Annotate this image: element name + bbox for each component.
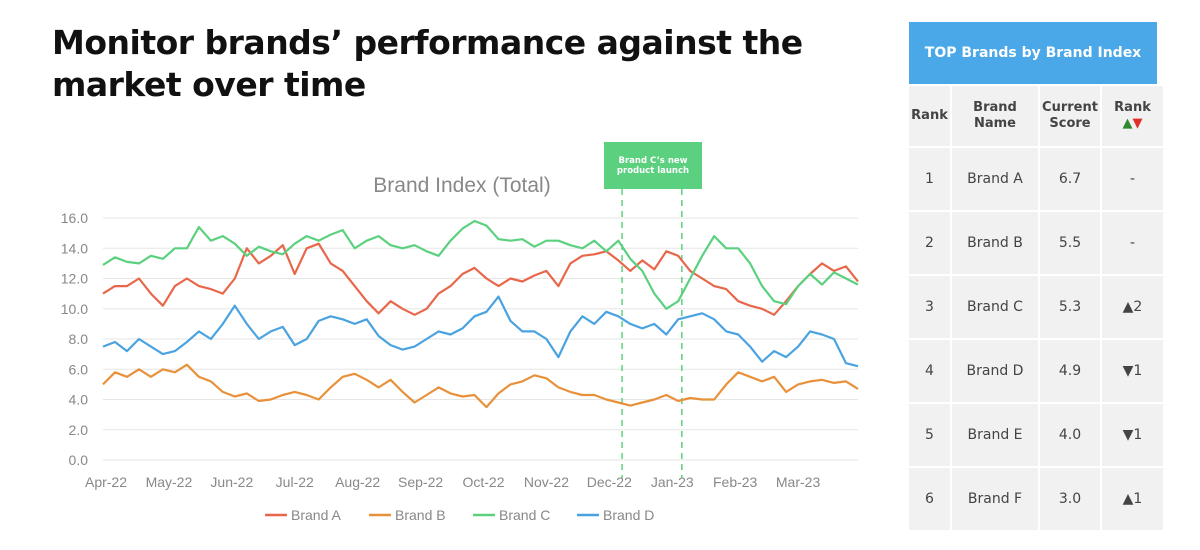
x-tick-label: Dec-22 [587,474,632,490]
header-current-score: Current Score [1040,86,1100,146]
brand-name-cell: Brand B [952,212,1038,274]
brand-name-cell: Brand D [952,340,1038,402]
x-tick-label: Mar-23 [776,474,821,490]
x-tick-label: Nov-22 [524,474,569,490]
rank-change-cell: - [1102,212,1163,274]
y-tick-label: 4.0 [69,392,89,408]
table-header: Rank Brand Name Current Score Rank ▲▼ [909,86,1163,146]
table-row: 1 Brand A 6.7- [909,148,1163,210]
rank-cell: 5 [909,404,950,466]
rank-change-cell: ▼1 [1102,340,1163,402]
table-row: 4 Brand D 4.9 ▼1 [909,340,1163,402]
up-down-arrows-icon: ▲▼ [1122,116,1143,131]
y-tick-label: 12.0 [61,271,88,287]
rank-change-cell: ▲1 [1102,468,1163,530]
y-tick-label: 8.0 [69,331,89,347]
table-title: TOP Brands by Brand Index [909,22,1157,84]
header-rank: Rank [909,86,950,146]
score-cell: 5.5 [1040,212,1100,274]
legend-label: Brand C [499,507,550,523]
y-tick-label: 6.0 [69,361,89,377]
x-tick-label: Jan-23 [651,474,694,490]
score-cell: 4.9 [1040,340,1100,402]
header-brand-name: Brand Name [952,86,1038,146]
header-rank-change-label: Rank [1114,100,1151,115]
series-line-brand-d [102,295,859,368]
score-cell: 3.0 [1040,468,1100,530]
x-tick-label: Jul-22 [276,474,314,490]
brand-index-chart: Brand Index (Total) 0.0 2.0 4.0 6.0 8.0 10.0 1… [61,174,859,523]
x-tick-label: Sep-22 [398,474,443,490]
x-tick-label: Jun-22 [210,474,253,490]
x-tick-label: May-22 [146,474,193,490]
rank-cell: 3 [909,276,950,338]
table-row: 5 Brand E 4.0 ▼1 [909,404,1163,466]
table-row: 3 Brand C 5.3 ▲2 [909,276,1163,338]
annotation-label: Brand C’s new product launch [604,142,702,189]
series-line-brand-b [102,363,859,409]
table-row: 6 Brand F 3.0 ▲1 [909,468,1163,530]
brand-name-cell: Brand E [952,404,1038,466]
score-cell: 5.3 [1040,276,1100,338]
series-line-brand-a [102,242,859,316]
score-cell: 6.7 [1040,148,1100,210]
page-title: Monitor brands’ performance against the … [52,23,803,104]
table-row: 2 Brand B 5.5- [909,212,1163,274]
y-tick-label: 2.0 [69,422,89,438]
top-brands-table: TOP Brands by Brand Index Rank Brand Nam… [909,22,1163,530]
y-tick-label: 14.0 [61,240,88,256]
rank-change-cell: ▼1 [1102,404,1163,466]
y-tick-label: 0.0 [69,452,89,468]
x-tick-label: Feb-23 [713,474,758,490]
chart-title: Brand Index (Total) [373,174,550,197]
x-tick-label: Aug-22 [335,474,380,490]
series-line-brand-c [102,219,859,310]
x-tick-label: Apr-22 [85,474,127,490]
rank-change-cell: ▲2 [1102,276,1163,338]
brand-name-cell: Brand F [952,468,1038,530]
x-tick-label: Oct-22 [462,474,504,490]
brand-name-cell: Brand A [952,148,1038,210]
legend-label: Brand B [395,507,446,523]
y-tick-label: 16.0 [61,210,88,226]
rank-cell: 1 [909,148,950,210]
legend-label: Brand A [291,507,341,523]
rank-cell: 2 [909,212,950,274]
rank-cell: 4 [909,340,950,402]
y-tick-label: 10.0 [61,301,88,317]
score-cell: 4.0 [1040,404,1100,466]
legend-label: Brand D [603,507,654,523]
header-rank-change: Rank ▲▼ [1102,86,1163,146]
rank-change-cell: - [1102,148,1163,210]
brand-name-cell: Brand C [952,276,1038,338]
rank-cell: 6 [909,468,950,530]
